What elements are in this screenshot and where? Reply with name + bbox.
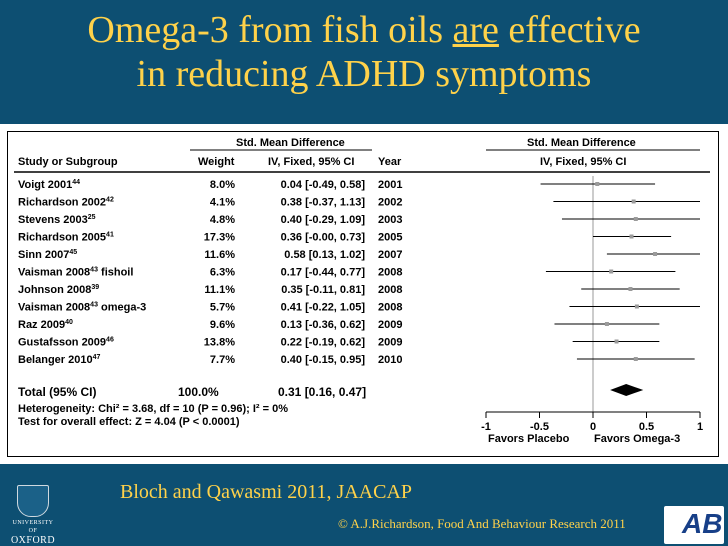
point-estimate <box>595 182 600 186</box>
study-ci: 0.38 [-0.37, 1.13] <box>281 197 366 209</box>
forest-plot-frame <box>7 131 719 457</box>
study-weight: 13.8% <box>204 337 235 349</box>
point-estimate <box>604 322 609 326</box>
study-year: 2008 <box>378 267 402 279</box>
point-estimate <box>631 199 636 204</box>
title-emphasis: are <box>452 9 499 51</box>
study-year: 2007 <box>378 249 402 261</box>
pooled-diamond <box>610 384 644 396</box>
point-estimate <box>629 234 634 239</box>
favors-left-label: Favors Placebo <box>488 433 570 445</box>
header-smd-top: Std. Mean Difference <box>236 137 345 149</box>
oxford-crest-icon <box>17 485 49 517</box>
x-tick-label: 0 <box>590 421 596 433</box>
total-label: Total (95% CI) <box>18 385 96 399</box>
study-name: Richardson 200242 <box>18 197 114 209</box>
study-year: 2010 <box>378 354 402 366</box>
forest-marks <box>540 176 700 412</box>
study-weight: 7.7% <box>210 354 235 366</box>
study-ci: 0.40 [-0.29, 1.09] <box>281 214 366 226</box>
oxford-logo: UNIVERSITY OF OXFORD <box>8 485 58 546</box>
copyright-notice: © A.J.Richardson, Food And Behaviour Res… <box>338 516 626 531</box>
title-line-2: in reducing ADHD symptoms <box>136 53 592 95</box>
header-study: Study or Subgroup <box>18 156 118 168</box>
fab-logo-icon: AB <box>682 508 723 539</box>
citation: Bloch and Qawasmi 2011, JAACAP <box>120 481 413 503</box>
study-ci: 0.04 [-0.49, 0.58] <box>281 179 366 191</box>
study-year: 2008 <box>378 284 402 296</box>
study-weight: 9.6% <box>210 319 235 331</box>
point-estimate <box>633 357 638 361</box>
study-name: Johnson 200839 <box>18 284 99 296</box>
fab-logo: AB <box>664 506 724 544</box>
x-tick-label: -1 <box>481 421 491 433</box>
plot-header-top: Std. Mean Difference <box>527 137 636 149</box>
study-name: Gustafsson 200946 <box>18 337 114 349</box>
study-weight: 8.0% <box>210 179 235 191</box>
study-weight: 4.1% <box>210 197 235 209</box>
study-name: Raz 200940 <box>18 319 73 331</box>
slide-title: Omega-3 from fish oils are effective in … <box>0 8 728 96</box>
study-ci: 0.13 [-0.36, 0.62] <box>281 319 366 331</box>
favors-right-label: Favors Omega-3 <box>594 433 680 445</box>
x-axis-ticks: -1 -0.5 0 0.5 1 <box>481 412 703 433</box>
study-year: 2009 <box>378 337 402 349</box>
study-name: Vaisman 200843 omega-3 <box>18 302 146 314</box>
study-ci: 0.41 [-0.22, 1.05] <box>281 302 366 314</box>
study-weight: 11.6% <box>204 249 235 261</box>
logo-university-text: UNIVERSITY OF <box>12 520 54 534</box>
study-name: Richardson 200541 <box>18 232 114 244</box>
title-text-a: Omega-3 from fish oils <box>87 9 453 51</box>
study-name: Sinn 200745 <box>18 249 77 261</box>
study-weight: 6.3% <box>210 267 235 279</box>
logo-oxford-text: OXFORD <box>10 535 56 546</box>
study-name: Voigt 200144 <box>18 179 80 191</box>
study-name: Vaisman 200843 fishoil <box>18 267 133 279</box>
x-tick-label: -0.5 <box>530 421 549 433</box>
study-ci: 0.40 [-0.15, 0.95] <box>281 354 366 366</box>
study-ci: 0.36 [-0.00, 0.73] <box>281 232 366 244</box>
point-estimate <box>653 252 658 256</box>
study-year: 2001 <box>378 179 402 191</box>
header-weight: Weight <box>198 156 235 168</box>
study-ci: 0.58 [0.13, 1.02] <box>284 249 365 261</box>
study-name: Stevens 200325 <box>18 214 96 226</box>
x-tick-label: 1 <box>697 421 703 433</box>
study-year: 2002 <box>378 197 402 209</box>
total-weight: 100.0% <box>178 385 219 399</box>
plot-header-sub: IV, Fixed, 95% CI <box>540 156 626 168</box>
point-estimate <box>634 304 639 309</box>
study-ci: 0.17 [-0.44, 0.77] <box>281 267 366 279</box>
header-year: Year <box>378 156 402 168</box>
study-ci: 0.35 [-0.11, 0.81] <box>281 284 365 296</box>
forest-plot: Std. Mean Difference Study or Subgroup W… <box>14 137 710 445</box>
point-estimate <box>609 269 614 274</box>
study-year: 2005 <box>378 232 402 244</box>
title-line-1: Omega-3 from fish oils are effective <box>0 8 728 52</box>
study-rows: Voigt 200144 8.0% 0.04 [-0.49, 0.58] 2001 Ri… <box>18 179 402 366</box>
study-year: 2009 <box>378 319 402 331</box>
study-name: Belanger 201047 <box>18 354 101 366</box>
study-year: 2008 <box>378 302 402 314</box>
forest-plot-panel <box>0 124 728 464</box>
study-weight: 11.1% <box>204 284 235 296</box>
header-smd-sub: IV, Fixed, 95% CI <box>268 156 354 168</box>
study-weight: 5.7% <box>210 302 235 314</box>
x-tick-label: 0.5 <box>639 421 654 433</box>
study-weight: 4.8% <box>210 214 235 226</box>
study-weight: 17.3% <box>204 232 235 244</box>
overall-effect-text: Test for overall effect: Z = 4.04 (P < 0… <box>18 416 240 428</box>
title-text-b: effective <box>498 9 641 51</box>
heterogeneity-text: Heterogeneity: Chi² = 3.68, df = 10 (P =… <box>18 403 288 415</box>
point-estimate <box>633 217 638 221</box>
point-estimate <box>614 339 619 344</box>
study-ci: 0.22 [-0.19, 0.62] <box>281 337 366 349</box>
study-year: 2003 <box>378 214 402 226</box>
total-ci: 0.31 [0.16, 0.47] <box>278 385 366 399</box>
point-estimate <box>628 287 633 291</box>
